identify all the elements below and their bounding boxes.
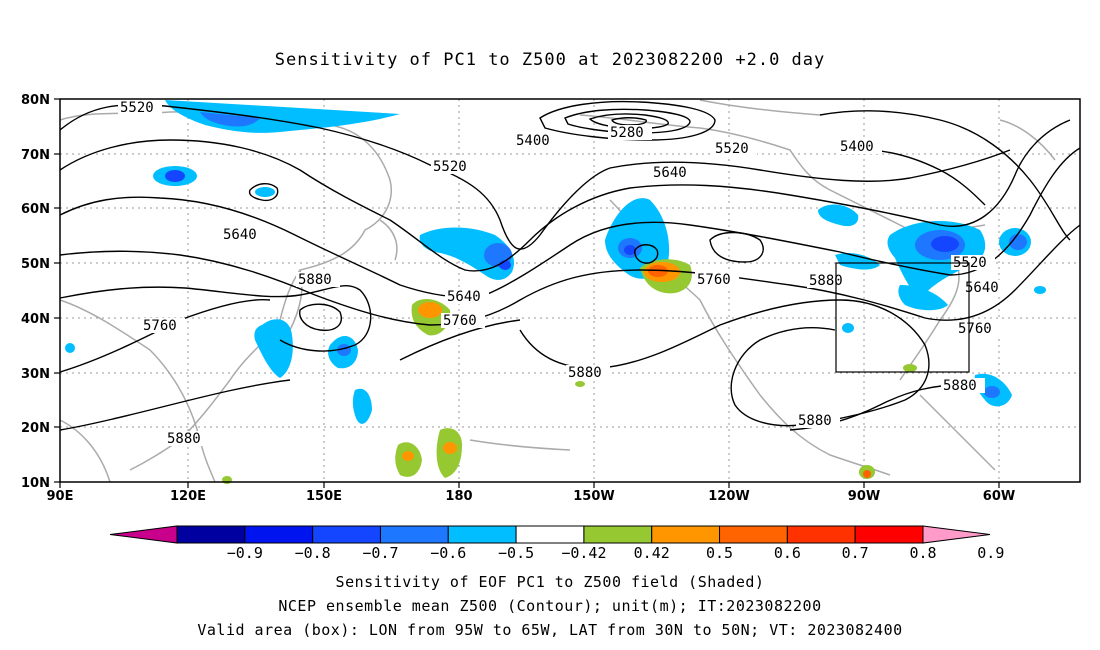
colorbar-label: 0.8 [909, 544, 936, 562]
latitude-labels: 80N 70N 60N 50N 40N 30N 20N 10N [21, 93, 50, 491]
contour-label: 5520 [715, 141, 749, 157]
lat-label: 60N [21, 202, 50, 217]
sensitivity-shading [65, 100, 1046, 484]
figure-title: Sensitivity of PC1 to Z500 at 2023082200… [274, 50, 826, 70]
lat-label: 80N [21, 93, 50, 108]
lat-label: 50N [21, 257, 50, 272]
contour-label: 5400 [840, 139, 874, 155]
contour-label: 5280 [610, 125, 644, 141]
colorbar-label: −0.5 [498, 544, 534, 562]
colorbar-segment [244, 525, 314, 544]
lon-label: 150E [306, 489, 342, 504]
lon-label: 150W [573, 489, 614, 504]
colorbar-label: −0.7 [362, 544, 398, 562]
colorbar-low-extension [109, 525, 178, 544]
contour-label: 5640 [653, 165, 687, 181]
contour-label: 5880 [809, 273, 843, 289]
caption-line-1: Sensitivity of EOF PC1 to Z500 field (Sh… [335, 573, 765, 591]
caption-line-3: Valid area (box): LON from 95W to 65W, L… [197, 621, 903, 639]
lon-label: 60W [983, 489, 1015, 504]
lat-label: 70N [21, 148, 50, 163]
contour-label: 5880 [943, 378, 977, 394]
contour-label: 5760 [958, 321, 992, 337]
z500-contours [59, 100, 1081, 431]
graticule [60, 99, 1080, 482]
colorbar-label: 0.6 [774, 544, 801, 562]
colorbar-label: −0.42 [561, 544, 606, 562]
contour-label: 5880 [298, 272, 332, 288]
lat-label: 10N [21, 476, 50, 491]
contour-label: 5640 [447, 289, 481, 305]
lon-label: 120W [708, 489, 749, 504]
colorbar-segment [786, 525, 856, 544]
contour-label: 5520 [120, 100, 154, 116]
contour-label: 5760 [143, 318, 177, 334]
lon-label: 90W [848, 489, 880, 504]
colorbar-label: 0.7 [842, 544, 869, 562]
colorbar-segment [447, 525, 517, 544]
contour-label: 5760 [443, 313, 477, 329]
colorbar-label: 0.9 [977, 544, 1004, 562]
colorbar-segment [651, 525, 721, 544]
colorbar-label: −0.9 [227, 544, 263, 562]
colorbar-segment [515, 525, 585, 544]
longitude-labels: 90E 120E 150E 180 150W 120W 90W 60W [47, 489, 1016, 504]
contour-label: 5880 [798, 413, 832, 429]
contour-label: 5880 [568, 365, 602, 381]
contour-labels: 5520 5280 5400 5520 5520 5400 5640 5640 … [118, 100, 1007, 447]
lon-label: 180 [445, 489, 472, 504]
colorbar-high-extension [922, 525, 991, 544]
map-frame [59, 98, 1081, 483]
contour-label: 5760 [697, 272, 731, 288]
colorbar: −0.9 −0.8 −0.7 −0.6 −0.5 −0.42 0.42 0.5 0.6 0.7 0.… [109, 525, 1004, 562]
colorbar-label: 0.5 [706, 544, 733, 562]
colorbar-segment [176, 525, 246, 544]
colorbar-label: 0.42 [634, 544, 670, 562]
lat-label: 20N [21, 421, 50, 436]
lat-label: 30N [21, 367, 50, 382]
colorbar-label: −0.8 [295, 544, 331, 562]
contour-label: 5880 [167, 431, 201, 447]
contour-label: 5640 [965, 280, 999, 296]
lon-label: 90E [47, 489, 74, 504]
lon-label: 120E [170, 489, 206, 504]
colorbar-label: −0.6 [430, 544, 466, 562]
colorbar-segment [312, 525, 381, 544]
contour-label: 5520 [433, 159, 467, 175]
colorbar-segment [379, 525, 449, 544]
tick-marks [54, 98, 1000, 488]
valid-area-box [835, 262, 970, 373]
contour-label: 5520 [953, 255, 987, 271]
contour-label: 5640 [223, 227, 257, 243]
colorbar-segment [854, 525, 924, 544]
caption-line-2: NCEP ensemble mean Z500 (Contour); unit(… [278, 597, 822, 615]
colorbar-segment [583, 525, 653, 544]
lat-label: 40N [21, 312, 50, 327]
colorbar-segment [719, 525, 788, 544]
contour-label: 5400 [516, 133, 550, 149]
